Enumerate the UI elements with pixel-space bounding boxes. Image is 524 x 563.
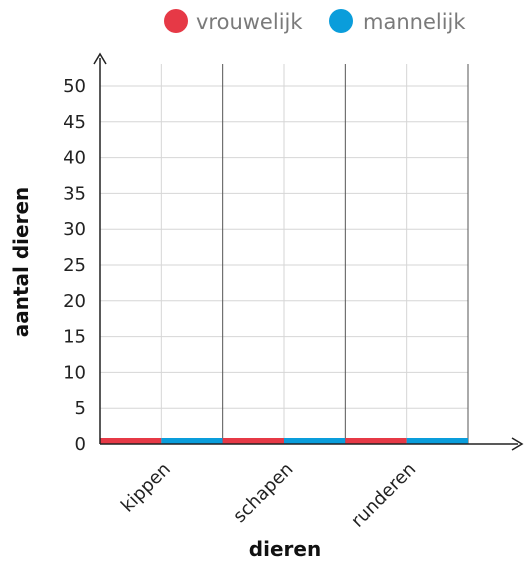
y-tick-label: 20 (63, 291, 86, 312)
x-category-label: runderen (347, 459, 420, 532)
y-tick-label: 50 (63, 76, 86, 97)
y-axis-title: aantal dieren (9, 187, 33, 338)
y-tick-label: 25 (63, 255, 86, 276)
bar-runderen-vrouwelijk (345, 438, 407, 444)
bar-kippen-mannelijk (161, 438, 223, 444)
y-tick-label: 15 (63, 327, 86, 348)
y-axis-arrow-icon (93, 52, 107, 65)
legend: vrouwelijk mannelijk (164, 9, 466, 34)
x-axis-arrow-icon (511, 437, 524, 451)
bars (100, 438, 468, 444)
y-tick-label: 10 (63, 362, 86, 383)
y-tick-label: 35 (63, 183, 86, 204)
grid (100, 64, 469, 444)
y-tick-label: 40 (63, 148, 86, 169)
legend-label-vrouwelijk: vrouwelijk (196, 10, 303, 34)
x-category-label: kippen (117, 459, 175, 517)
y-tick-label: 5 (75, 398, 86, 419)
axes (93, 52, 524, 451)
x-category-label: schapen (229, 459, 297, 527)
bar-kippen-vrouwelijk (100, 438, 162, 444)
x-axis-title: dieren (249, 537, 321, 561)
legend-label-mannelijk: mannelijk (363, 10, 466, 34)
bar-schapen-vrouwelijk (222, 438, 284, 444)
bar-runderen-mannelijk (406, 438, 468, 444)
y-tick-label: 30 (63, 219, 86, 240)
x-category-labels: kippen schapen runderen (117, 459, 420, 532)
y-tick-labels: 0 5 10 15 20 25 30 35 40 45 50 (63, 76, 86, 455)
bar-schapen-mannelijk (284, 438, 346, 444)
legend-marker-vrouwelijk (164, 9, 188, 33)
y-tick-label: 45 (63, 112, 86, 133)
legend-marker-mannelijk (329, 9, 353, 33)
y-tick-label: 0 (75, 434, 86, 455)
